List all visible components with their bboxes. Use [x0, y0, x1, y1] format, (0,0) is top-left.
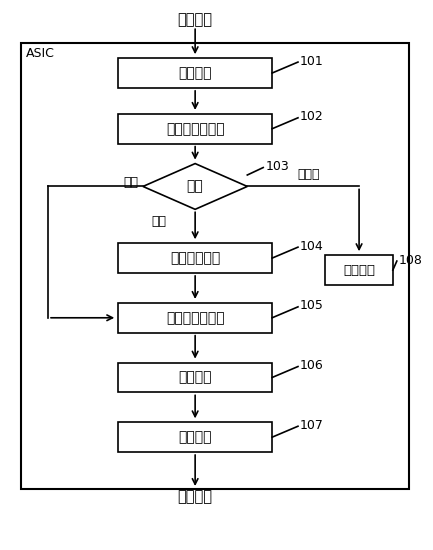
Text: 单播: 单播	[123, 176, 138, 189]
Text: 报文发出: 报文发出	[178, 490, 213, 504]
Text: 102: 102	[300, 111, 324, 123]
Text: 101: 101	[300, 54, 324, 68]
Text: 报文转发: 报文转发	[178, 430, 212, 444]
Text: 103: 103	[265, 160, 289, 173]
Text: 组播: 组播	[151, 214, 166, 228]
Text: 报文封装: 报文封装	[178, 371, 212, 384]
Text: 106: 106	[300, 359, 324, 372]
Bar	[118, 114, 272, 144]
Bar	[118, 303, 272, 333]
Bar	[118, 58, 272, 88]
Text: 查表: 查表	[187, 179, 204, 194]
Text: 105: 105	[300, 299, 324, 312]
Text: 出接口信息获取: 出接口信息获取	[166, 311, 224, 325]
Text: 无结果: 无结果	[298, 168, 320, 181]
Text: 104: 104	[300, 240, 324, 252]
Text: 报文进入: 报文进入	[178, 12, 213, 27]
Text: 丢弃报文: 丢弃报文	[343, 263, 375, 277]
Text: ASIC: ASIC	[26, 47, 55, 59]
Bar	[325, 255, 393, 285]
Bar	[118, 243, 272, 273]
Text: 报文解析: 报文解析	[178, 66, 212, 80]
Text: 107: 107	[300, 419, 324, 432]
Polygon shape	[143, 163, 247, 210]
Text: 108: 108	[399, 254, 423, 267]
Text: 组播信息获取: 组播信息获取	[170, 251, 220, 265]
Bar	[118, 362, 272, 392]
Text: 入接口信息获取: 入接口信息获取	[166, 122, 224, 136]
Bar	[118, 422, 272, 452]
Bar	[21, 43, 409, 489]
